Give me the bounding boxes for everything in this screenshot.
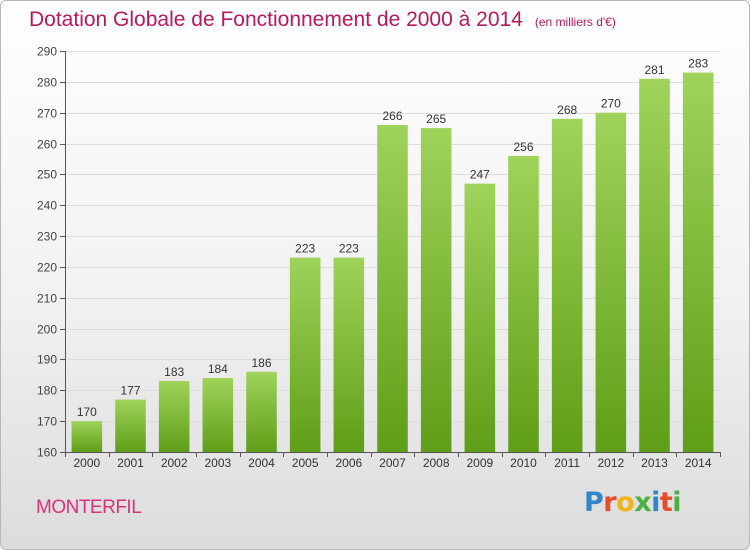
- proxiti-logo: Proxiti: [584, 487, 682, 518]
- bar: [289, 257, 321, 452]
- bar: [595, 112, 627, 452]
- y-tick-label: 190: [37, 353, 57, 367]
- bar: [115, 399, 146, 452]
- x-tick-label: 2007: [379, 456, 406, 470]
- bar-value-label: 268: [557, 103, 577, 117]
- y-tick-label: 210: [37, 292, 57, 306]
- bar: [158, 381, 190, 452]
- y-tick-label: 200: [37, 323, 57, 337]
- y-tick-label: 170: [37, 415, 57, 429]
- chart-title-text: Dotation Globale de Fonctionnement de 20…: [29, 8, 523, 31]
- bar-value-label: 270: [601, 97, 621, 111]
- x-tick-label: 2012: [597, 456, 624, 470]
- logo-letter-t: t: [659, 487, 673, 518]
- y-tick-label: 290: [37, 45, 57, 59]
- logo-letter-o: o: [616, 487, 635, 518]
- bar: [682, 72, 714, 452]
- logo-letter-i: i: [651, 487, 660, 518]
- logo-letter-i-2: i: [672, 487, 682, 518]
- bar: [333, 257, 365, 452]
- bar-value-label: 223: [295, 242, 315, 256]
- units-note: (en milliers d'€): [534, 15, 616, 29]
- logo-letter-r: r: [603, 487, 617, 518]
- bar-value-label: 283: [688, 57, 708, 71]
- x-tick-label: 2005: [292, 456, 319, 470]
- bar-value-label: 184: [208, 362, 228, 376]
- x-tick-label: 2003: [204, 456, 231, 470]
- bar: [508, 155, 539, 452]
- x-tick-label: 2010: [510, 456, 537, 470]
- axes: [60, 51, 721, 457]
- bar: [202, 377, 234, 452]
- logo-letter-x: x: [634, 487, 652, 518]
- y-tick-label: 220: [37, 261, 57, 275]
- x-tick-label: 2004: [248, 456, 275, 470]
- x-tick-label: 2014: [685, 456, 712, 470]
- y-tick-label: 260: [37, 138, 57, 152]
- y-tick-label: 240: [37, 199, 57, 213]
- chart-title: Dotation Globale de Fonctionnement de 20…: [29, 8, 616, 32]
- x-tick-label: 2000: [73, 456, 100, 470]
- x-tick-label: 2013: [641, 456, 668, 470]
- labels: 160 170 180 190 200 210 220 230 240 250 260 270 280 2…: [37, 45, 712, 471]
- y-tick-label: 280: [37, 76, 57, 90]
- y-tick-label: 270: [37, 107, 57, 121]
- x-tick-label: 2001: [117, 456, 144, 470]
- bar: [639, 78, 670, 452]
- bar-value-label: 265: [426, 112, 446, 126]
- bar-value-label: 170: [77, 405, 97, 419]
- bars: [71, 72, 714, 453]
- bar-value-label: 186: [251, 356, 271, 370]
- bar-value-label: 281: [644, 63, 664, 77]
- x-tick-label: 2008: [423, 456, 450, 470]
- bar: [420, 128, 452, 452]
- y-tick-label: 230: [37, 230, 57, 244]
- y-tick-label: 160: [37, 446, 57, 460]
- x-tick-label: 2009: [466, 456, 493, 470]
- bar: [71, 421, 103, 452]
- commune-name: MONTERFIL: [36, 497, 142, 518]
- bar-value-label: 183: [164, 365, 184, 379]
- bar-value-label: 177: [120, 384, 140, 398]
- y-tick-label: 250: [37, 168, 57, 182]
- bar: [464, 183, 496, 452]
- logo-letter-p: P: [584, 487, 604, 518]
- bar: [377, 125, 408, 453]
- x-tick-label: 2002: [161, 456, 188, 470]
- x-tick-label: 2006: [335, 456, 362, 470]
- x-tick-label: 2011: [554, 456, 580, 470]
- bar-value-label: 266: [382, 109, 402, 123]
- bar: [551, 118, 583, 452]
- bar-value-label: 256: [513, 140, 533, 154]
- bar: [246, 371, 277, 452]
- bar-value-label: 247: [470, 168, 490, 182]
- bar-value-label: 223: [339, 242, 359, 256]
- y-tick-label: 180: [37, 384, 57, 398]
